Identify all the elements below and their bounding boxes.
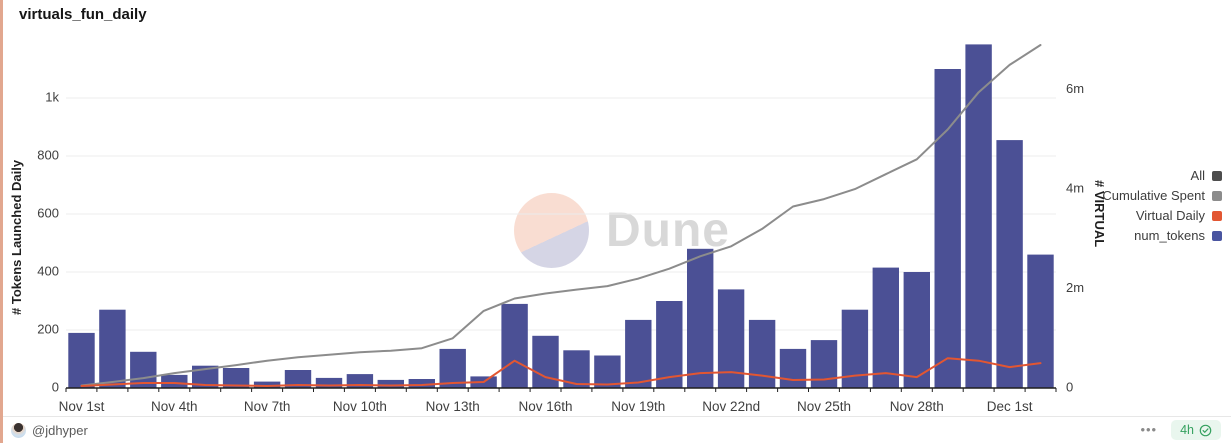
right-axis-label: # VIRTUAL [1092, 180, 1107, 248]
bar-num-tokens[interactable] [625, 319, 652, 388]
bar-num-tokens[interactable] [68, 332, 95, 388]
x-axis-tick-label: Nov 25th [797, 399, 851, 414]
left-axis-tick-label: 0 [52, 379, 59, 394]
legend-item-num-tokens[interactable]: num_tokens [1134, 229, 1222, 243]
chart-title: virtuals_fun_daily [19, 6, 147, 23]
legend-item-virtual-daily[interactable]: Virtual Daily [1136, 209, 1222, 223]
right-axis-tick-label: 2m [1066, 280, 1084, 295]
right-axis-tick-label: 4m [1066, 181, 1084, 196]
bar-num-tokens[interactable] [996, 140, 1023, 388]
left-axis-label: # Tokens Launched Daily [9, 159, 24, 315]
legend-label: Virtual Daily [1135, 208, 1205, 223]
x-axis-tick-label: Nov 1st [59, 399, 105, 414]
bar-num-tokens[interactable] [99, 309, 126, 388]
bar-num-tokens[interactable] [222, 368, 250, 388]
bar-num-tokens[interactable] [687, 248, 714, 388]
legend-item-all[interactable]: All [1191, 169, 1222, 183]
left-axis-tick-label: 1k [45, 89, 59, 104]
right-axis-tick-label: 0 [1066, 379, 1073, 394]
left-axis-tick-label: 800 [37, 147, 59, 162]
bar-num-tokens[interactable] [934, 69, 961, 388]
legend-marker [1212, 171, 1222, 181]
bar-num-tokens[interactable] [161, 374, 188, 388]
dune-watermark: Dune [606, 204, 730, 257]
legend-marker [1212, 231, 1222, 241]
right-axis-tick-label: 6m [1066, 81, 1084, 96]
left-axis-tick-label: 200 [37, 321, 59, 336]
bar-num-tokens[interactable] [810, 340, 838, 388]
bar-num-tokens[interactable] [594, 355, 621, 389]
legend-label: All [1190, 168, 1205, 183]
footer-bar: @jdhyper ••• 4h [3, 416, 1231, 443]
legend-label: Cumulative Spent [1102, 188, 1205, 203]
bar-num-tokens[interactable] [903, 272, 930, 388]
x-axis-tick-label: Nov 28th [890, 399, 944, 414]
refresh-age-label: 4h [1180, 423, 1194, 437]
bar-num-tokens[interactable] [656, 301, 683, 388]
bar-num-tokens[interactable] [253, 381, 281, 388]
legend-item-cumulative-spent[interactable]: Cumulative Spent [1102, 189, 1222, 203]
bar-num-tokens[interactable] [192, 365, 219, 388]
bar-num-tokens[interactable] [872, 267, 899, 388]
dune-logo-icon [514, 193, 589, 268]
refresh-status-badge[interactable]: 4h [1171, 420, 1221, 440]
x-axis-tick-label: Nov 16th [518, 399, 572, 414]
left-axis-tick-label: 400 [37, 263, 59, 278]
x-axis-tick-label: Dec 1st [987, 399, 1033, 414]
legend-label: num_tokens [1134, 228, 1205, 243]
author-handle[interactable]: @jdhyper [32, 422, 88, 438]
bar-num-tokens[interactable] [408, 379, 435, 388]
line-virtual-daily[interactable] [80, 357, 1042, 387]
chart-plot-area[interactable]: 0 200 400 600 800 1k 0 2m 4m 6m Nov 1st Nov 4th Nov … [3, 0, 1231, 443]
bar-num-tokens[interactable] [315, 377, 343, 388]
x-axis-tick-label: Nov 19th [611, 399, 665, 414]
left-axis-tick-label: 600 [37, 205, 59, 220]
line-cumulative-spent[interactable] [80, 44, 1042, 387]
bar-num-tokens[interactable] [439, 348, 466, 388]
x-axis-tick-label: Nov 7th [244, 399, 291, 414]
x-axis-tick-label: Nov 13th [426, 399, 480, 414]
bar-num-tokens[interactable] [1027, 254, 1054, 388]
legend: All Cumulative Spent Virtual Daily num_t… [1102, 169, 1222, 243]
x-axis-tick-label: Nov 22nd [702, 399, 760, 414]
bar-num-tokens[interactable] [779, 348, 807, 388]
bar-num-tokens[interactable] [284, 370, 312, 388]
legend-marker [1212, 191, 1222, 201]
bar-num-tokens[interactable] [501, 303, 528, 388]
x-axis-tick-label: Nov 4th [151, 399, 198, 414]
legend-marker [1212, 211, 1222, 221]
bar-num-tokens[interactable] [965, 44, 992, 389]
check-circle-icon [1199, 424, 1212, 436]
author-avatar[interactable] [11, 422, 26, 438]
more-menu-button[interactable]: ••• [1140, 422, 1158, 437]
bar-num-tokens[interactable] [377, 379, 404, 388]
x-axis-tick-label: Nov 10th [333, 399, 387, 414]
